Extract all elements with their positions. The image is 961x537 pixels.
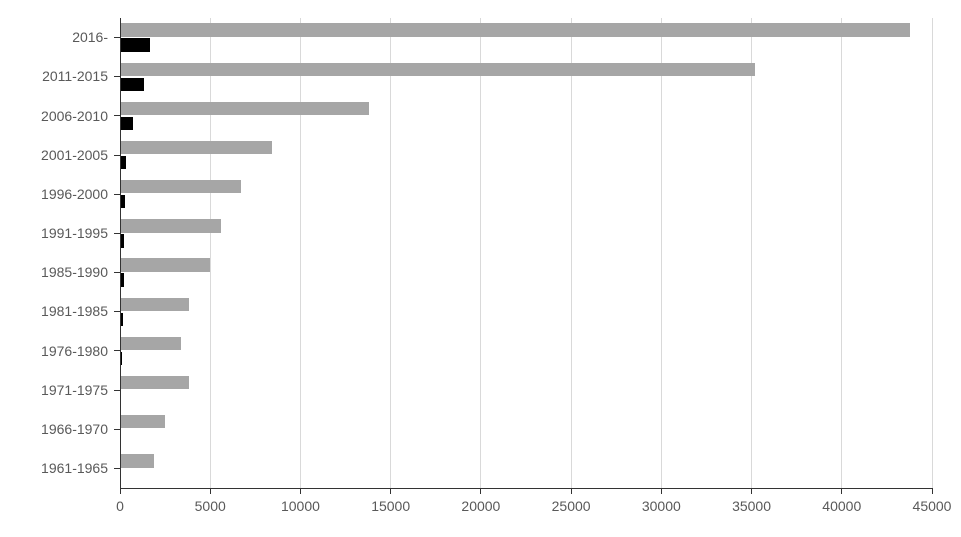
bar-series-a (120, 337, 181, 350)
x-tick-label: 25000 (552, 498, 591, 514)
bar-series-a (120, 63, 755, 76)
y-tick-label: 1981-1985 (41, 303, 108, 319)
x-tick-mark (120, 488, 121, 494)
y-tick-mark (114, 194, 120, 195)
y-tick-label: 1971-1975 (41, 382, 108, 398)
bar-series-b (120, 195, 125, 208)
y-tick-label: 1985-1990 (41, 264, 108, 280)
y-tick-label: 1966-1970 (41, 421, 108, 437)
x-tick-label: 45000 (913, 498, 952, 514)
y-axis-line (120, 18, 121, 488)
bar-series-a (120, 23, 910, 36)
bar-series-a (120, 102, 369, 115)
bar-series-b (120, 234, 124, 247)
x-gridline (571, 18, 572, 488)
y-tick-label: 2001-2005 (41, 147, 108, 163)
y-tick-label: 2016- (72, 29, 108, 45)
y-tick-mark (114, 155, 120, 156)
bar-series-a (120, 219, 221, 232)
bar-series-b (120, 273, 124, 286)
x-gridline (751, 18, 752, 488)
x-gridline (661, 18, 662, 488)
x-gridline (210, 18, 211, 488)
x-tick-label: 20000 (461, 498, 500, 514)
bar-series-b (120, 78, 144, 91)
x-tick-mark (480, 488, 481, 494)
x-tick-mark (661, 488, 662, 494)
bar-series-a (120, 454, 154, 467)
plot-area (120, 18, 932, 488)
x-tick-mark (571, 488, 572, 494)
bar-series-b (120, 156, 126, 169)
y-tick-mark (114, 468, 120, 469)
y-tick-mark (114, 233, 120, 234)
bar-chart: 0 5000 10000 15000 20000 25000 30000 35000 40000… (0, 0, 961, 537)
x-gridline (932, 18, 933, 488)
y-tick-label: 1996-2000 (41, 186, 108, 202)
x-axis-line (120, 488, 932, 489)
x-tick-label: 15000 (371, 498, 410, 514)
y-tick-label: 1991-1995 (41, 225, 108, 241)
x-gridline (390, 18, 391, 488)
x-tick-mark (932, 488, 933, 494)
y-tick-label: 1961-1965 (41, 460, 108, 476)
bar-series-a (120, 258, 210, 271)
x-gridline (480, 18, 481, 488)
bar-series-a (120, 141, 272, 154)
bar-series-b (120, 38, 150, 51)
bar-series-a (120, 298, 189, 311)
x-tick-label: 35000 (732, 498, 771, 514)
x-tick-label: 5000 (195, 498, 226, 514)
y-tick-mark (114, 272, 120, 273)
y-tick-label: 1976-1980 (41, 343, 108, 359)
x-tick-mark (841, 488, 842, 494)
y-tick-label: 2011-2015 (42, 68, 108, 84)
x-tick-mark (751, 488, 752, 494)
bar-series-a (120, 415, 165, 428)
y-tick-mark (114, 311, 120, 312)
x-tick-label: 40000 (822, 498, 861, 514)
bar-series-a (120, 180, 241, 193)
y-tick-mark (114, 76, 120, 77)
y-tick-label: 2006-2010 (41, 108, 108, 124)
y-tick-mark (114, 115, 120, 116)
x-tick-mark (390, 488, 391, 494)
x-tick-mark (300, 488, 301, 494)
x-gridline (841, 18, 842, 488)
bar-series-b (120, 117, 133, 130)
bar-series-a (120, 376, 189, 389)
x-tick-label: 30000 (642, 498, 681, 514)
x-gridline (300, 18, 301, 488)
x-tick-mark (210, 488, 211, 494)
y-tick-mark (114, 350, 120, 351)
x-tick-label: 0 (116, 498, 124, 514)
y-tick-mark (114, 429, 120, 430)
y-tick-mark (114, 390, 120, 391)
x-tick-label: 10000 (281, 498, 320, 514)
y-tick-mark (114, 37, 120, 38)
